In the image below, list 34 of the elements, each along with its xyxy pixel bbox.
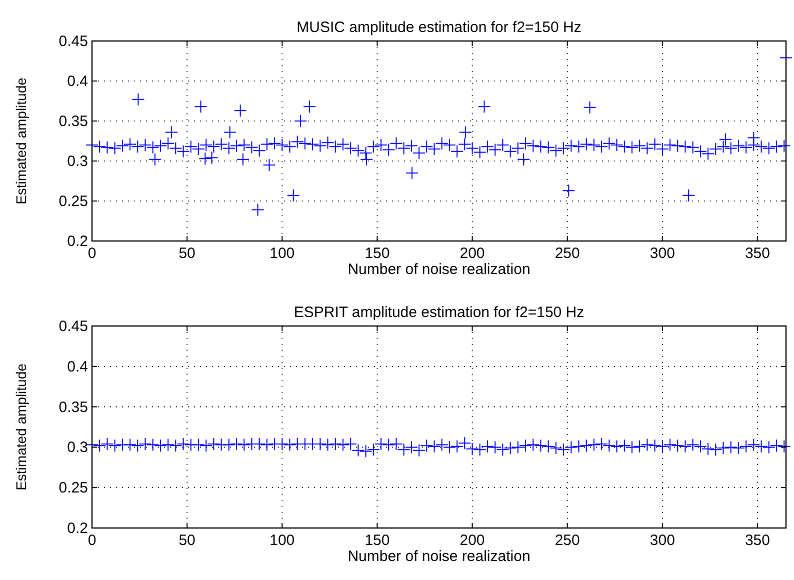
x-tick-label: 0 xyxy=(88,245,96,262)
x-tick-label: 150 xyxy=(364,532,390,549)
y-tick-label: 0.25 xyxy=(58,480,88,497)
y-tick-label: 0.35 xyxy=(58,398,88,416)
x-tick-label: 300 xyxy=(650,245,675,262)
y-tick-label: 0.2 xyxy=(67,233,88,250)
x-tick-label: 0 xyxy=(88,532,96,549)
x-tick-label: 100 xyxy=(270,532,295,549)
y-tick-label: 0.35 xyxy=(58,113,88,130)
y-tick-label: 0.3 xyxy=(67,153,88,170)
x-tick-label: 200 xyxy=(460,245,485,262)
x-tick-label: 200 xyxy=(460,532,485,549)
x-tick-label: 250 xyxy=(554,532,580,549)
chart-title: ESPRIT amplitude estimation for f2=150 Hz xyxy=(294,304,584,321)
x-tick-label: 50 xyxy=(178,245,196,262)
x-tick-label: 350 xyxy=(744,532,770,549)
x-axis-title: Number of noise realization xyxy=(348,548,530,565)
x-tick-label: 100 xyxy=(270,245,295,262)
chart-title: MUSIC amplitude estimation for f2=150 Hz xyxy=(296,19,582,36)
y-tick-label: 0.25 xyxy=(58,193,88,210)
y-tick-label: 0.3 xyxy=(67,439,88,456)
x-tick-label: 50 xyxy=(178,532,196,549)
y-tick-label: 0.45 xyxy=(58,33,88,50)
y-tick-label: 0.45 xyxy=(58,318,88,335)
x-tick-label: 350 xyxy=(744,245,770,262)
y-axis-title: Estimated amplitude xyxy=(13,77,29,204)
y-tick-label: 0.4 xyxy=(67,358,88,376)
x-tick-label: 150 xyxy=(364,245,390,262)
x-tick-label: 250 xyxy=(554,245,580,262)
y-axis-title: Estimated amplitude xyxy=(13,363,29,490)
y-tick-label: 0.2 xyxy=(67,520,88,537)
x-axis-title: Number of noise realization xyxy=(348,261,530,278)
x-tick-label: 300 xyxy=(650,532,675,549)
y-tick-label: 0.4 xyxy=(67,73,88,90)
